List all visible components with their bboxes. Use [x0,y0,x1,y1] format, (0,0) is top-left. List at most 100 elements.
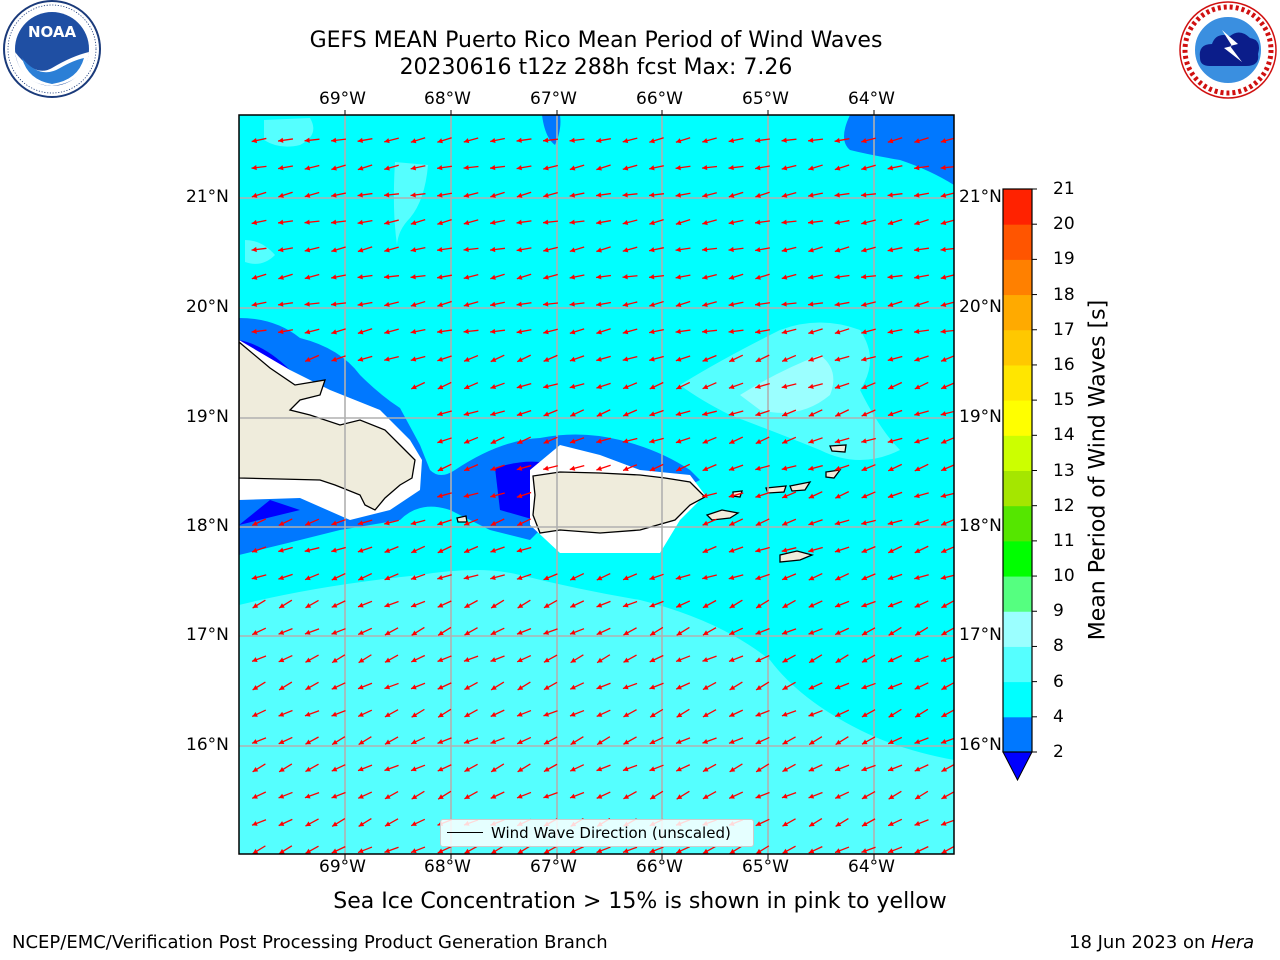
wind-wave-arrow-head [358,575,364,581]
wind-wave-arrow-head [517,520,523,526]
lon-label-bottom: 64°W [848,857,895,877]
wind-wave-arrow-head [702,657,709,662]
wind-wave-arrow-head [543,192,549,198]
wind-wave-arrow-head [596,630,603,635]
wind-wave-arrow-head [490,274,496,280]
wind-wave-arrow-head [516,328,523,335]
wind-wave-arrow-head [835,657,842,663]
wind-wave-arrow-head [834,465,841,471]
wind-wave-arrow-head [305,766,312,772]
wind-wave-arrow-head [914,328,920,335]
wind-wave-arrow-head [304,301,310,307]
wind-wave-arrow-head [543,711,550,717]
wind-wave-arrow-head [888,630,895,636]
wind-wave-arrow-head [464,356,470,362]
wind-wave-arrow-head [914,548,921,553]
wind-wave-arrow-head [755,657,762,663]
wind-wave-arrow-head [463,301,470,307]
wind-wave-arrow-head [702,328,708,334]
colorbar-tick-label: 8 [1053,636,1064,657]
wind-wave-arrow-head [782,520,788,526]
colorbar-bin [1003,681,1032,718]
wind-wave-arrow-head [516,274,523,280]
wind-wave-arrow-head [357,192,363,198]
lat-label-right: 17°N [959,625,1002,645]
wind-wave-arrow-head [728,246,734,253]
wind-wave-arrow-head [490,192,496,198]
wind-wave-arrow-head [755,165,761,171]
wind-wave-arrow-head [755,274,761,280]
wind-wave-arrow-head [384,684,391,690]
wind-wave-arrow-head [756,603,762,609]
wind-wave-arrow-head [755,629,762,635]
wind-wave-arrow-head [675,246,681,253]
wind-wave-arrow-head [861,712,868,717]
wind-wave-arrow-head [463,657,470,662]
wind-wave-arrow-head [278,793,285,799]
lat-label-right: 16°N [959,735,1002,755]
wind-wave-arrow-head [437,220,443,226]
wind-wave-arrow-head [305,357,311,362]
wind-wave-arrow-head [543,274,549,280]
wind-wave-arrow-head [649,848,656,854]
wind-wave-arrow-head [702,192,708,198]
lon-label-top: 66°W [636,89,683,109]
wind-wave-arrow-head [861,301,867,307]
colorbar-bin [1003,646,1032,683]
wind-wave-arrow-head [808,602,815,608]
wind-wave-arrow-head [676,630,683,636]
colorbar-bins [1003,189,1032,753]
wind-wave-arrow-head [729,739,735,744]
wind-wave-arrow-head [384,165,390,171]
wind-wave-arrow-head [358,711,364,717]
wind-wave-arrow-head [490,465,497,471]
wind-wave-arrow-head [517,711,523,717]
colorbar-tick-label: 2 [1053,742,1064,762]
wind-wave-arrow-head [304,711,311,717]
wind-wave-arrow-head [569,192,576,198]
wind-wave-arrow-head [437,384,444,390]
wind-wave-arrow-head [861,356,867,362]
wind-wave-arrow-head [676,602,682,608]
wind-wave-arrow-head [596,465,602,471]
wind-wave-arrow-head [437,246,443,253]
wind-wave-arrow-head [463,164,469,171]
virgin-islands-2 [789,481,812,492]
wind-wave-arrow-head [252,766,259,772]
wind-wave-arrow-head [437,548,444,553]
wind-wave-arrow-head [357,301,363,307]
wind-wave-arrow-head [861,684,868,690]
wind-wave-arrow-head [278,547,284,553]
wind-wave-arrow-head [809,657,815,663]
wind-wave-arrow-head [940,739,947,744]
wind-wave-arrow-head [570,575,576,581]
chart-title: GEFS MEAN Puerto Rico Mean Period of Win… [309,28,883,53]
colorbar-tick-label: 16 [1053,354,1075,375]
wind-wave-arrow-head [304,793,311,799]
wind-wave-arrow-head [941,548,947,553]
colorbar-bin [1003,611,1032,647]
lon-label-bottom: 69°W [319,857,366,877]
wind-wave-arrow-head [304,137,310,143]
lon-label-top: 69°W [319,89,366,109]
wind-wave-arrow-head [914,739,921,744]
wind-wave-arrow-head [331,602,338,608]
wind-wave-arrow-head [729,848,736,854]
wind-wave-arrow-head [278,711,285,717]
footer-date-text: 18 Jun 2023 on [1069,932,1212,953]
legend-line-swatch [447,832,483,833]
wind-wave-arrow-head [252,520,258,526]
wind-wave-arrow-head [384,138,390,144]
wind-wave-arrow-head [410,575,417,581]
wind-wave-arrow-head [888,684,894,690]
wind-wave-arrow-head [279,848,285,854]
wind-wave-arrow-head [755,465,761,471]
wind-wave-arrow-head [543,465,549,471]
wind-wave-arrow-head [702,548,709,553]
wind-wave-arrow-head [464,848,471,854]
wind-wave-arrow-head [676,657,682,663]
wind-wave-arrow-head [252,630,258,635]
wind-wave-arrow-head [622,356,629,362]
wind-wave-arrow-head [808,711,815,717]
wind-wave-arrow-head [675,411,682,417]
